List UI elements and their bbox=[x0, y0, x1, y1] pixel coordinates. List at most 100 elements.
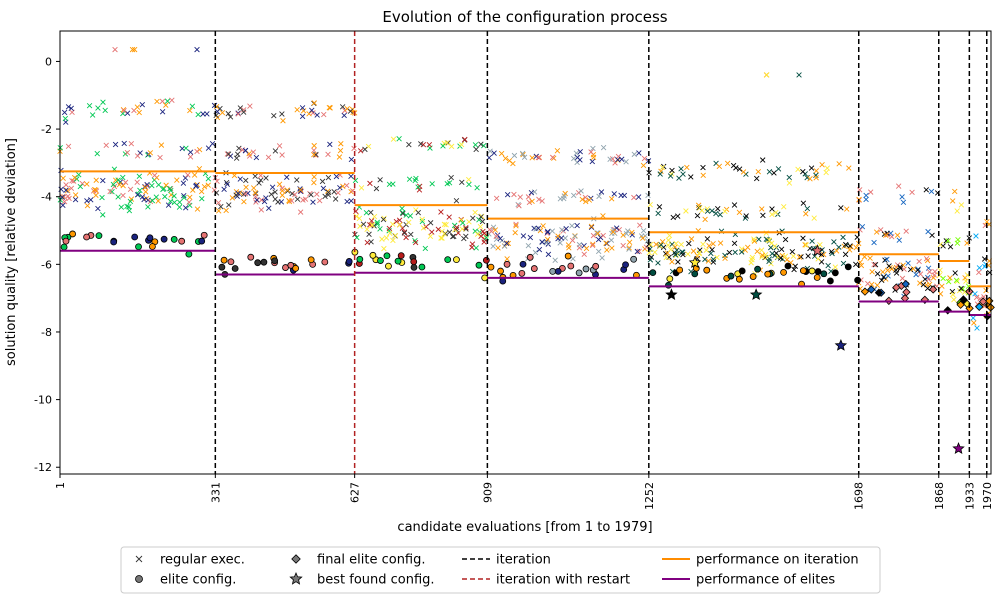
regular-exec-point bbox=[189, 103, 196, 109]
regular-exec-point bbox=[880, 274, 887, 280]
regular-exec-point bbox=[127, 198, 134, 205]
regular-exec-point bbox=[577, 157, 583, 163]
regular-exec-point bbox=[241, 107, 247, 113]
regular-exec-point bbox=[258, 177, 264, 183]
legend-box bbox=[120, 546, 881, 594]
regular-exec-point bbox=[115, 177, 121, 183]
regular-exec-point bbox=[782, 236, 789, 243]
regular-exec-point bbox=[357, 148, 364, 154]
regular-exec-point bbox=[124, 149, 131, 156]
regular-exec-point bbox=[183, 145, 189, 151]
regular-exec-point bbox=[252, 173, 258, 179]
regular-exec-point bbox=[401, 229, 408, 235]
regular-exec-point bbox=[218, 203, 224, 210]
regular-exec-point bbox=[645, 192, 651, 199]
regular-exec-point bbox=[458, 141, 465, 148]
regular-exec-point bbox=[800, 168, 806, 175]
regular-exec-point bbox=[399, 205, 405, 212]
regular-exec-point bbox=[134, 192, 141, 198]
regular-exec-point bbox=[246, 150, 252, 157]
regular-exec-point bbox=[325, 151, 331, 158]
elite-config-point bbox=[482, 256, 490, 264]
elite-config-point bbox=[727, 272, 735, 280]
regular-exec-point bbox=[243, 177, 249, 184]
regular-exec-point bbox=[472, 142, 479, 148]
regular-exec-point bbox=[358, 185, 365, 191]
regular-exec-point bbox=[970, 315, 976, 321]
regular-exec-point bbox=[338, 141, 344, 147]
regular-exec-point bbox=[503, 240, 510, 247]
regular-exec-point bbox=[476, 217, 482, 223]
regular-exec-point bbox=[223, 179, 230, 186]
regular-exec-point bbox=[196, 146, 203, 153]
regular-exec-point bbox=[764, 72, 770, 78]
regular-exec-point bbox=[674, 247, 680, 253]
regular-exec-point bbox=[884, 256, 890, 263]
regular-exec-point bbox=[310, 199, 316, 205]
regular-exec-point bbox=[272, 189, 278, 195]
regular-exec-point bbox=[825, 262, 831, 269]
regular-exec-point bbox=[407, 213, 414, 219]
regular-exec-point bbox=[400, 210, 406, 217]
regular-exec-point bbox=[100, 212, 106, 218]
regular-exec-point bbox=[158, 142, 165, 148]
regular-exec-point bbox=[751, 236, 757, 242]
regular-exec-point bbox=[121, 140, 127, 147]
regular-exec-point bbox=[229, 195, 236, 201]
regular-exec-point bbox=[574, 222, 580, 229]
regular-exec-point bbox=[869, 269, 875, 275]
regular-exec-point bbox=[886, 263, 892, 269]
elite-config-point bbox=[487, 263, 495, 271]
legend-label: performance on iteration bbox=[696, 553, 859, 568]
elite-config-point bbox=[185, 250, 193, 258]
regular-exec-point bbox=[634, 248, 641, 255]
regular-exec-point bbox=[545, 251, 552, 258]
regular-exec-point bbox=[311, 147, 317, 154]
regular-exec-point bbox=[474, 185, 480, 191]
regular-exec-point bbox=[134, 179, 140, 185]
regular-exec-point bbox=[242, 191, 249, 197]
regular-exec-point bbox=[853, 261, 859, 268]
elite-config-point bbox=[735, 275, 743, 283]
y-tick-label: -10 bbox=[34, 394, 52, 407]
regular-exec-point bbox=[717, 211, 723, 218]
regular-exec-point bbox=[595, 248, 602, 255]
regular-exec-point bbox=[406, 141, 412, 148]
regular-exec-point bbox=[59, 194, 65, 200]
regular-exec-point bbox=[272, 148, 279, 154]
regular-exec-point bbox=[91, 186, 98, 193]
regular-exec-point bbox=[519, 150, 526, 157]
regular-exec-point bbox=[683, 208, 689, 214]
elite-config-point bbox=[69, 230, 76, 238]
regular-exec-point bbox=[492, 227, 498, 233]
regular-exec-point bbox=[250, 185, 257, 191]
regular-exec-point bbox=[704, 208, 711, 214]
regular-exec-point bbox=[419, 218, 426, 225]
regular-exec-point bbox=[321, 111, 327, 118]
regular-exec-point bbox=[842, 241, 849, 248]
regular-exec-point bbox=[502, 155, 509, 162]
regular-exec-point bbox=[872, 261, 879, 268]
regular-exec-point bbox=[390, 136, 397, 142]
regular-exec-point bbox=[525, 194, 532, 200]
regular-exec-point bbox=[233, 192, 239, 198]
regular-exec-point bbox=[863, 192, 869, 199]
regular-exec-point bbox=[240, 109, 247, 115]
regular-exec-point bbox=[459, 220, 466, 226]
regular-exec-point bbox=[610, 226, 616, 233]
regular-exec-point bbox=[828, 248, 835, 255]
regular-exec-point bbox=[760, 212, 766, 219]
elite-config-point bbox=[820, 270, 828, 278]
regular-exec-point bbox=[478, 141, 484, 147]
regular-exec-point bbox=[501, 243, 508, 249]
regular-exec-point bbox=[185, 172, 191, 178]
regular-exec-point bbox=[149, 182, 155, 189]
best-found-config-point bbox=[665, 288, 678, 301]
regular-exec-point bbox=[947, 244, 954, 250]
regular-exec-point bbox=[653, 241, 659, 248]
regular-exec-point bbox=[386, 225, 393, 232]
regular-exec-point bbox=[655, 210, 661, 217]
regular-exec-point bbox=[72, 196, 79, 203]
regular-exec-point bbox=[351, 145, 357, 152]
regular-exec-point bbox=[364, 226, 370, 233]
